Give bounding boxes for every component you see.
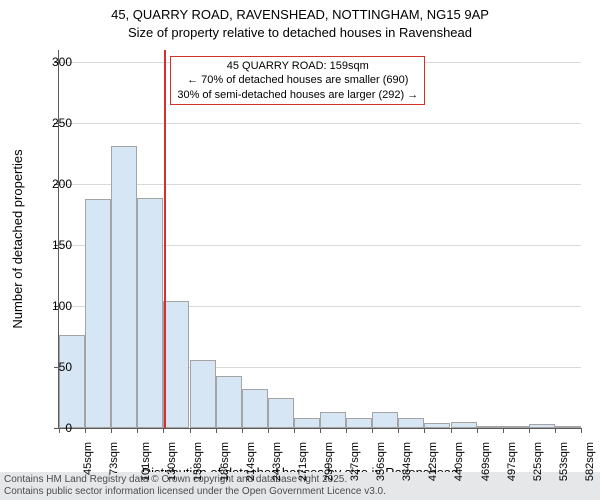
xtick-label: 271sqm [297, 442, 309, 481]
xtick-label: 327sqm [349, 442, 361, 481]
bar [555, 426, 581, 428]
bar [294, 418, 320, 428]
footer-line-2: Contains public sector information licen… [4, 486, 596, 498]
bar [242, 389, 268, 428]
ytick-label: 150 [52, 238, 72, 252]
bar [503, 426, 529, 428]
bar [163, 301, 189, 428]
ytick-label: 0 [65, 421, 72, 435]
xtick-label: 45sqm [82, 442, 94, 475]
xtick-mark [529, 428, 530, 433]
xtick-label: 214sqm [245, 442, 257, 481]
xtick-mark [346, 428, 347, 433]
xtick-mark [111, 428, 112, 433]
annotation-line-2: ← 70% of detached houses are smaller (69… [177, 73, 418, 87]
bar [477, 426, 503, 428]
bar [398, 418, 424, 428]
gridline [59, 123, 581, 124]
chart-container: 45, QUARRY ROAD, RAVENSHEAD, NOTTINGHAM,… [0, 0, 600, 500]
xtick-mark [320, 428, 321, 433]
bar [111, 146, 137, 428]
bar [59, 335, 85, 428]
bar [346, 418, 372, 428]
ytick-label: 200 [52, 177, 72, 191]
xtick-mark [59, 428, 60, 433]
ytick-label: 250 [52, 116, 72, 130]
xtick-mark [163, 428, 164, 433]
annotation-line-3: 30% of semi-detached houses are larger (… [177, 88, 418, 102]
xtick-mark [451, 428, 452, 433]
bar [424, 423, 450, 428]
xtick-mark [137, 428, 138, 433]
xtick-label: 469sqm [480, 442, 492, 481]
xtick-mark [216, 428, 217, 433]
xtick-label: 299sqm [323, 442, 335, 481]
ytick-label: 100 [52, 299, 72, 313]
xtick-mark [294, 428, 295, 433]
bar [320, 412, 346, 428]
xtick-mark [242, 428, 243, 433]
annotation-box: 45 QUARRY ROAD: 159sqm ← 70% of detached… [170, 56, 425, 105]
ytick-label: 300 [52, 55, 72, 69]
bar [268, 398, 294, 428]
xtick-label: 525sqm [532, 442, 544, 481]
chart-titles: 45, QUARRY ROAD, RAVENSHEAD, NOTTINGHAM,… [0, 0, 600, 42]
ytick-label: 50 [59, 360, 72, 374]
annotation-line-1: 45 QUARRY ROAD: 159sqm [177, 59, 418, 73]
xtick-label: 553sqm [558, 442, 570, 481]
title-line-1: 45, QUARRY ROAD, RAVENSHEAD, NOTTINGHAM,… [0, 6, 600, 24]
xtick-mark [398, 428, 399, 433]
xtick-label: 384sqm [401, 442, 413, 481]
xtick-label: 356sqm [375, 442, 387, 481]
xtick-mark [372, 428, 373, 433]
xtick-mark [424, 428, 425, 433]
xtick-label: 582sqm [584, 442, 596, 481]
xtick-label: 73sqm [108, 442, 120, 475]
xtick-mark [85, 428, 86, 433]
bar [372, 412, 398, 428]
xtick-label: 497sqm [506, 442, 518, 481]
title-line-2: Size of property relative to detached ho… [0, 24, 600, 42]
xtick-mark [555, 428, 556, 433]
bar [529, 424, 555, 428]
xtick-label: 440sqm [454, 442, 466, 481]
y-axis-label: Number of detached properties [10, 60, 25, 239]
xtick-mark [268, 428, 269, 433]
gridline [59, 184, 581, 185]
xtick-label: 101sqm [140, 442, 152, 481]
xtick-label: 130sqm [166, 442, 178, 481]
xtick-mark [503, 428, 504, 433]
xtick-mark [581, 428, 582, 433]
bar [451, 422, 477, 428]
xtick-label: 412sqm [427, 442, 439, 481]
plot-area: 45 QUARRY ROAD: 159sqm ← 70% of detached… [58, 50, 581, 429]
xtick-label: 186sqm [219, 442, 231, 481]
bar [216, 376, 242, 428]
xtick-label: 158sqm [193, 442, 205, 481]
bar [137, 198, 163, 428]
bar [190, 360, 216, 428]
bar [85, 199, 111, 428]
xtick-mark [190, 428, 191, 433]
xtick-mark [477, 428, 478, 433]
marker-line [164, 50, 166, 428]
xtick-label: 243sqm [271, 442, 283, 481]
